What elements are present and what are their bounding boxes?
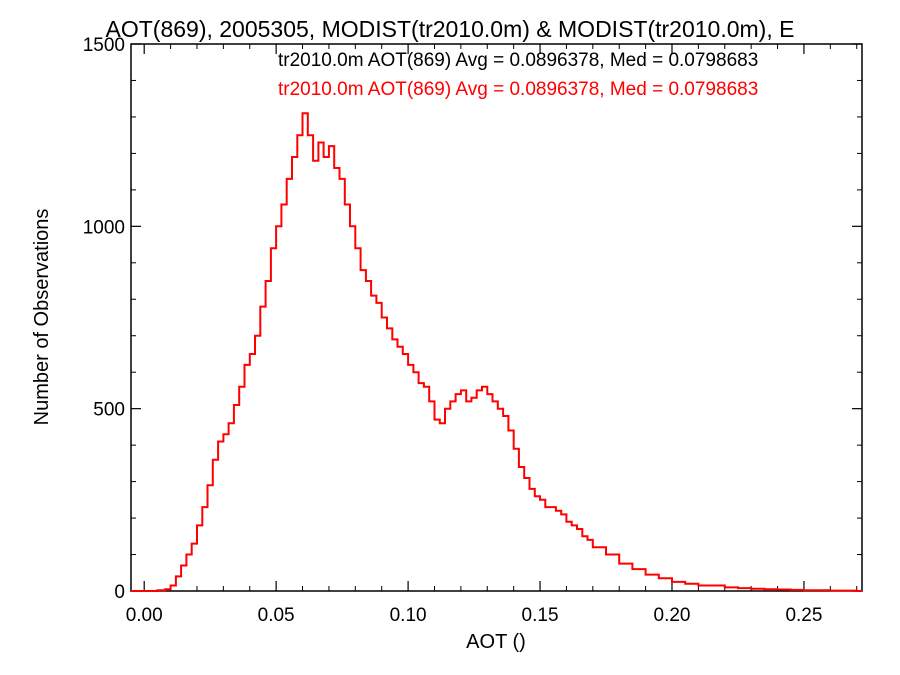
y-tick-label: 1000 [83, 217, 125, 238]
legend-entry-2: tr2010.0m AOT(869) Avg = 0.0896378, Med … [278, 79, 758, 100]
x-tick-label: 0.15 [522, 605, 559, 626]
legend-entry-1: tr2010.0m AOT(869) Avg = 0.0896378, Med … [278, 50, 758, 71]
y-axis-label: Number of Observations [31, 209, 53, 426]
y-tick-label: 500 [93, 400, 125, 421]
y-axis-ticks: 0 500 1000 1500 [83, 35, 862, 603]
plot-frame [130, 43, 863, 592]
chart-title: AOT(869), 2005305, MODIST(tr2010.0m) & M… [106, 16, 795, 42]
x-axis-ticks: 0.00 0.05 0.10 0.15 0.20 0.25 [126, 44, 858, 626]
x-tick-label: 0.10 [390, 605, 427, 626]
x-tick-label: 0.00 [126, 605, 163, 626]
histogram-series-line [131, 112, 862, 592]
x-tick-label: 0.25 [785, 605, 822, 626]
x-axis-label: AOT () [466, 631, 526, 653]
y-tick-label: 1500 [83, 35, 125, 56]
plot-border [130, 43, 863, 592]
x-tick-label: 0.05 [258, 605, 295, 626]
x-tick-label: 0.20 [654, 605, 691, 626]
y-tick-label: 0 [114, 582, 125, 603]
